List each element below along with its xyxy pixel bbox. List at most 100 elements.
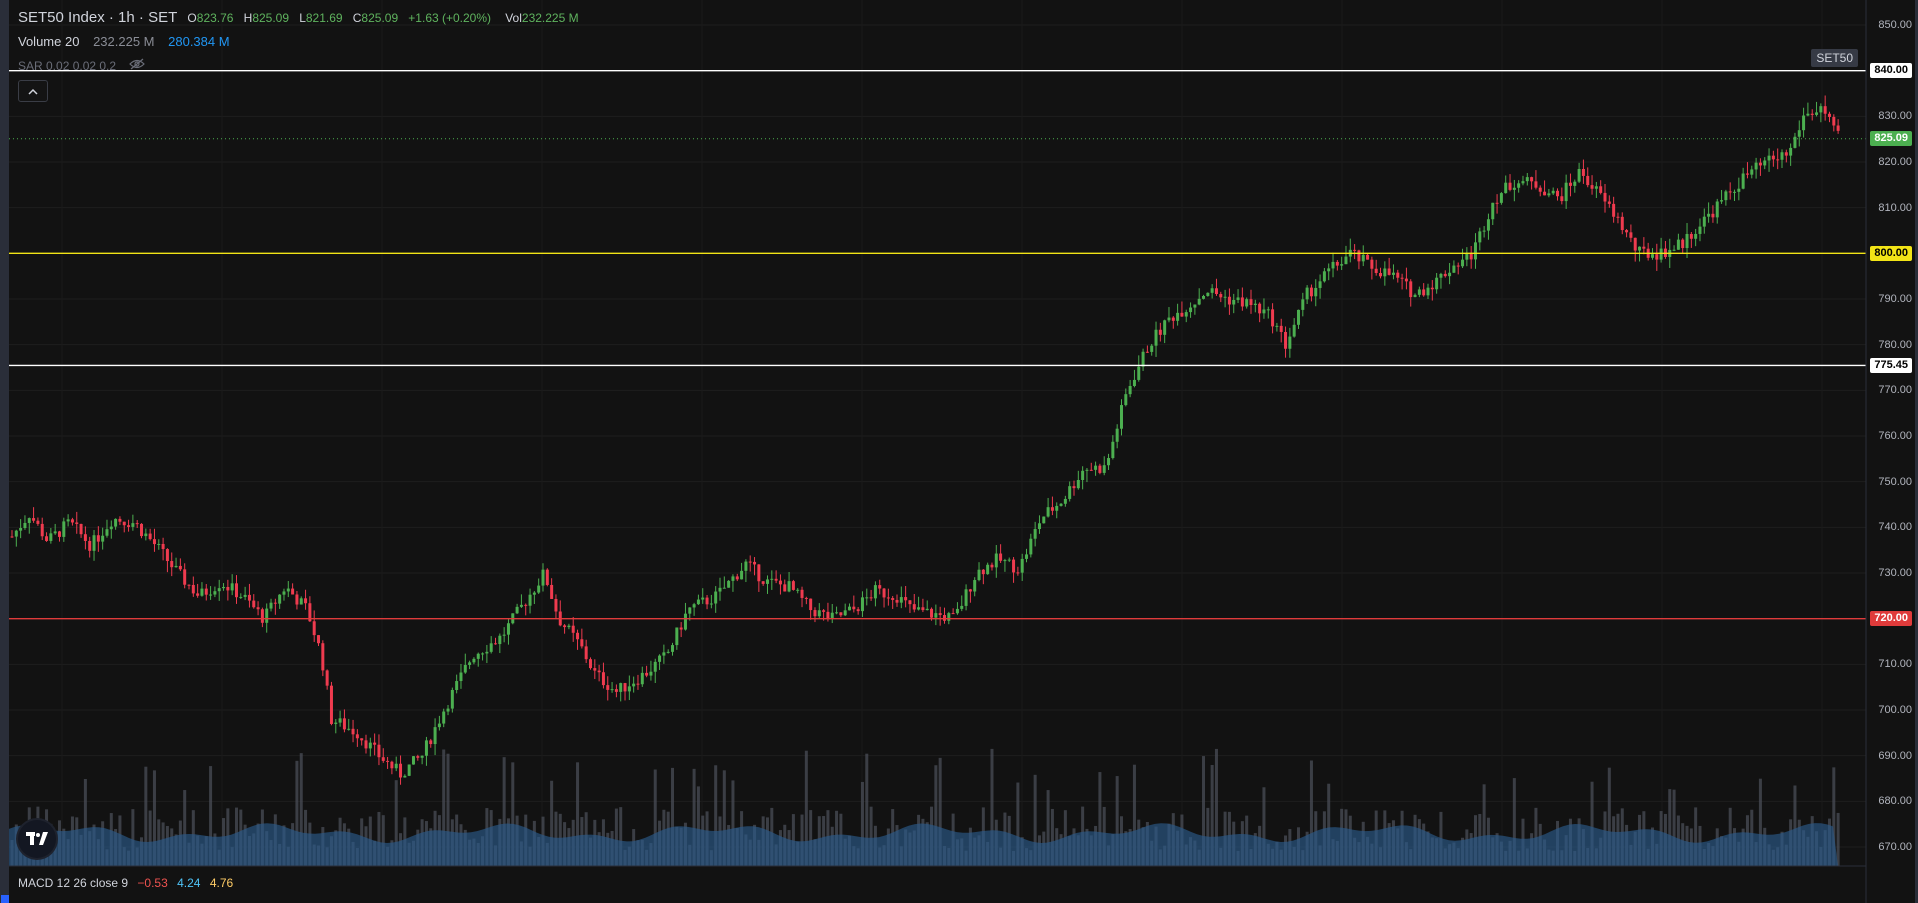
level-price-label[interactable]: 800.00	[1870, 245, 1912, 261]
last-price-label: 825.09	[1870, 131, 1912, 147]
candle-body	[342, 718, 346, 730]
volume-bar	[152, 770, 156, 866]
candle-body	[1318, 281, 1322, 288]
candle-body	[1612, 203, 1616, 217]
candle-body	[576, 632, 580, 640]
candle-body	[1236, 297, 1240, 300]
candle-body	[148, 533, 152, 540]
candle-body	[951, 613, 955, 615]
symbol-title[interactable]: SET50 Index · 1h · SET	[18, 9, 178, 26]
candle-body	[809, 598, 813, 611]
macd-legend[interactable]: MACD 12 26 close 9 −0.53 4.24 4.76	[18, 873, 233, 893]
candle-body	[1404, 278, 1408, 282]
candle-body	[977, 569, 981, 581]
macd-label[interactable]: MACD 12 26 close 9	[18, 876, 129, 890]
volume-bar	[731, 780, 735, 866]
candle-body	[1707, 213, 1711, 217]
candle-body	[528, 594, 532, 606]
candle-body	[325, 670, 329, 686]
candle-body	[1465, 252, 1469, 260]
candle-body	[787, 581, 791, 592]
scroll-marker[interactable]	[1, 895, 9, 903]
candle-body	[446, 708, 450, 712]
candle-body	[494, 643, 498, 645]
sar-label[interactable]: SAR 0.02 0.02 0.2	[18, 59, 117, 73]
candle-body	[671, 645, 675, 652]
candle-body	[1629, 232, 1633, 238]
candle-body	[295, 594, 299, 605]
volume-bar	[938, 757, 942, 866]
candle-body	[753, 561, 757, 565]
candle-body	[170, 561, 174, 568]
volume-bar	[1033, 774, 1037, 866]
candle-body	[839, 612, 843, 616]
candle-body	[485, 651, 489, 654]
candle-body	[256, 607, 260, 610]
candle-body	[1806, 113, 1810, 116]
volume-bar	[183, 790, 187, 866]
candle-body	[986, 564, 990, 575]
eye-off-icon[interactable]	[129, 56, 146, 76]
candle-body	[66, 519, 70, 522]
candle-body	[515, 606, 519, 614]
candle-body	[265, 608, 269, 623]
candle-body	[157, 543, 161, 545]
volume-bar	[1115, 776, 1119, 866]
candle-body	[1767, 155, 1771, 161]
candle-body	[1284, 331, 1288, 349]
price-tick-label: 750.00	[1878, 475, 1912, 488]
candle-body	[321, 643, 325, 671]
candle-body	[1456, 265, 1460, 267]
candle-body	[593, 668, 597, 671]
close-key: C	[352, 11, 362, 25]
candle-body	[1370, 259, 1374, 269]
chart-grid	[9, 0, 1866, 866]
candle-body	[1797, 130, 1801, 137]
candle-body	[1288, 336, 1292, 349]
candle-body	[1439, 273, 1443, 278]
volume-bar	[550, 780, 554, 866]
candle-body	[796, 589, 800, 591]
close-value: 825.09	[361, 11, 399, 25]
level-price-label[interactable]: 775.45	[1870, 357, 1912, 373]
candle-body	[744, 561, 748, 571]
level-price-label[interactable]: 720.00	[1870, 611, 1912, 627]
candle-body	[1616, 216, 1620, 218]
candle-body	[636, 683, 640, 685]
candle-body	[1417, 289, 1421, 295]
candle-body	[1232, 299, 1236, 305]
candle-body	[140, 523, 144, 537]
volume-bar	[1694, 807, 1698, 866]
candle-body	[1046, 507, 1050, 517]
candle-body	[981, 569, 985, 575]
level-price-label[interactable]: 840.00	[1870, 63, 1912, 79]
candle-body	[1547, 193, 1551, 196]
tradingview-logo[interactable]	[18, 820, 56, 858]
candle-body	[45, 536, 49, 541]
candle-body	[1737, 188, 1741, 192]
volume-bar	[722, 770, 726, 866]
candle-body	[1197, 298, 1201, 305]
candle-body	[856, 609, 860, 612]
candle-body	[1400, 277, 1404, 279]
candle-body	[645, 672, 649, 676]
volume-bar	[714, 765, 718, 866]
volume-bar	[1132, 764, 1136, 866]
sar-legend[interactable]: SAR 0.02 0.02 0.2	[18, 56, 146, 76]
candle-body	[1750, 169, 1754, 175]
price-tick-label: 780.00	[1878, 338, 1912, 351]
candle-body	[1413, 294, 1417, 298]
candle-body	[934, 613, 938, 618]
volume-legend[interactable]: Volume 20 232.225 M 280.384 M	[18, 32, 230, 52]
volume-bar	[295, 760, 299, 866]
candle-body	[899, 597, 903, 603]
symbol-legend[interactable]: SET50 Index · 1h · SET O823.76 H825.09 L…	[18, 8, 579, 28]
candle-body	[1322, 271, 1326, 282]
volume-label[interactable]: Volume 20	[18, 34, 80, 49]
candle-body	[109, 526, 113, 530]
candle-body	[234, 583, 238, 598]
candle-body	[1391, 272, 1395, 275]
collapse-legend-button[interactable]	[18, 80, 48, 102]
candle-body	[1301, 299, 1305, 310]
